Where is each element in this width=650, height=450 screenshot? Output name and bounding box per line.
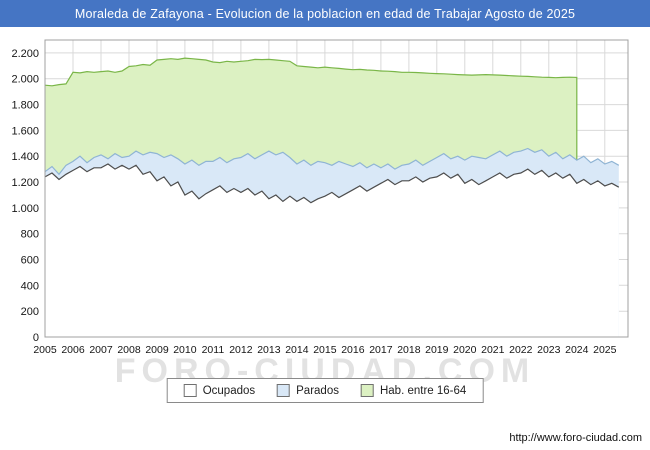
x-tick-label: 2012 (229, 344, 253, 356)
y-tick-label: 400 (21, 280, 39, 292)
x-tick-label: 2016 (341, 344, 365, 356)
x-tick-label: 2025 (593, 344, 617, 356)
y-tick-label: 1.400 (11, 151, 39, 163)
x-tick-label: 2006 (61, 344, 85, 356)
series-ocupados-area (45, 164, 619, 337)
legend-label-ocupados: Ocupados (202, 384, 256, 397)
legend-item-ocupados: Ocupados (183, 384, 256, 397)
series-hab-entre-16-64-line (44, 57, 578, 337)
y-tick-label: 600 (21, 255, 39, 267)
legend-swatch-parados (277, 384, 291, 397)
series-ocupados-line (44, 163, 620, 204)
x-tick-label: 2014 (285, 344, 309, 356)
x-tick-label: 2022 (509, 344, 533, 356)
chart-legend: Ocupados Parados Hab. entre 16-64 (166, 378, 484, 403)
x-tick-label: 2009 (145, 344, 169, 356)
plot-border (44, 39, 629, 338)
series-parados-line (44, 147, 620, 176)
legend-item-parados: Parados (277, 384, 339, 397)
y-tick-label: 1.000 (11, 203, 39, 215)
x-tick-label: 2010 (173, 344, 197, 356)
x-tick-label: 2023 (537, 344, 561, 356)
x-tick-label: 2018 (397, 344, 421, 356)
title-bar: Moraleda de Zafayona - Evolucion de la p… (0, 0, 650, 27)
legend-item-hab-16-64: Hab. entre 16-64 (360, 384, 467, 397)
footer-url-link[interactable]: http://www.foro-ciudad.com (509, 432, 642, 444)
y-tick-label: 2.200 (11, 48, 39, 60)
legend-label-hab-16-64: Hab. entre 16-64 (379, 384, 467, 397)
x-tick-label: 2011 (202, 344, 225, 356)
y-tick-label: 200 (21, 306, 39, 318)
y-tick-label: 0 (33, 332, 39, 344)
chart-title: Moraleda de Zafayona - Evolucion de la p… (74, 6, 576, 21)
x-tick-label: 2019 (425, 344, 449, 356)
y-tick-label: 1.600 (11, 125, 39, 137)
x-tick-label: 2005 (33, 344, 57, 356)
x-tick-label: 2008 (117, 344, 141, 356)
x-tick-label: 2017 (369, 344, 393, 356)
x-tick-label: 2020 (453, 344, 477, 356)
x-tick-label: 2024 (565, 344, 589, 356)
legend-swatch-ocupados (183, 384, 197, 397)
x-tick-label: 2021 (481, 344, 505, 356)
x-tick-label: 2007 (89, 344, 113, 356)
y-tick-label: 800 (21, 229, 39, 241)
legend-label-parados: Parados (296, 384, 339, 397)
y-tick-label: 2.000 (11, 74, 39, 86)
legend-swatch-hab-16-64 (360, 384, 374, 397)
x-tick-label: 2013 (257, 344, 281, 356)
x-tick-label: 2015 (313, 344, 337, 356)
population-area-chart: 0 200 400 600 800 1.000 1.200 1.400 1.600 1.800 2.… (11, 39, 629, 356)
y-tick-label: 1.200 (11, 177, 39, 189)
y-tick-label: 1.800 (11, 100, 39, 112)
